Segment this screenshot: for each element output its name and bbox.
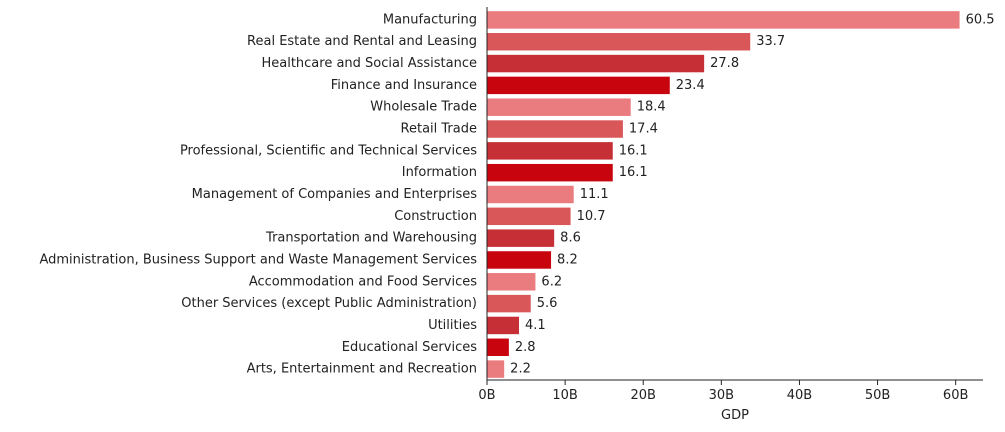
value-label: 18.4 [637, 100, 666, 115]
bar-7 [487, 142, 613, 160]
bar-9 [487, 185, 574, 204]
x-tick-label: 30B [709, 388, 734, 403]
category-label: Administration, Business Support and Was… [39, 252, 477, 267]
category-label: Educational Services [342, 340, 477, 355]
value-label: 16.1 [619, 143, 648, 158]
category-label: Other Services (except Public Administra… [181, 296, 477, 311]
bar-2 [487, 33, 751, 51]
bar-17 [487, 360, 505, 378]
category-label: Real Estate and Rental and Leasing [247, 34, 477, 49]
value-label: 11.1 [580, 187, 609, 202]
x-tick-label: 20B [630, 388, 655, 403]
x-ticks-group: 0B 10B 20B 30B 40B 50B 60B [478, 380, 968, 403]
bar-6 [487, 120, 623, 138]
value-label: 2.2 [510, 362, 531, 377]
x-tick-label: 60B [943, 388, 968, 403]
category-label: Transportation and Warehousing [265, 231, 477, 246]
value-label: 27.8 [710, 56, 739, 71]
bar-12 [487, 251, 552, 269]
bar-10 [487, 207, 571, 226]
bar-11 [487, 229, 555, 247]
x-axis-title: GDP [721, 408, 749, 423]
bar-3 [487, 54, 705, 73]
x-tick-label: 10B [552, 388, 577, 403]
category-label: Healthcare and Social Assistance [261, 56, 477, 71]
category-label: Wholesale Trade [370, 100, 477, 115]
category-label: Finance and Insurance [331, 78, 477, 93]
bar-8 [487, 163, 613, 182]
value-label: 8.6 [560, 231, 581, 246]
x-tick-label: 40B [787, 388, 812, 403]
value-label: 23.4 [676, 78, 705, 93]
value-label: 5.6 [537, 296, 558, 311]
value-label: 16.1 [619, 165, 648, 180]
category-label: Construction [394, 209, 477, 224]
bar-15 [487, 316, 520, 335]
value-label: 10.7 [577, 209, 606, 224]
x-tick-label: 50B [865, 388, 890, 403]
bar-4 [487, 76, 670, 95]
value-label: 2.8 [515, 340, 536, 355]
bar-1 [487, 11, 960, 29]
category-labels-group: Manufacturing Real Estate and Rental and … [39, 12, 477, 376]
x-tick-label: 0B [478, 388, 495, 403]
value-labels-group: 60.5 33.7 27.8 23.4 18.4 17.4 16.1 16.1 11.1 10.7… [510, 12, 994, 376]
value-label: 8.2 [557, 252, 578, 267]
category-label: Management of Companies and Enterprises [192, 187, 478, 202]
value-label: 6.2 [541, 274, 562, 289]
value-label: 17.4 [629, 122, 658, 137]
bar-13 [487, 273, 536, 291]
bar-5 [487, 98, 631, 116]
bars-group [487, 11, 960, 378]
value-label: 33.7 [756, 34, 785, 49]
category-label: Accommodation and Food Services [249, 274, 477, 289]
bar-16 [487, 338, 509, 356]
category-label: Manufacturing [383, 12, 477, 27]
category-label: Professional, Scientific and Technical S… [180, 143, 477, 158]
category-label: Utilities [428, 318, 477, 333]
category-label: Information [402, 165, 477, 180]
category-label: Arts, Entertainment and Recreation [247, 362, 477, 377]
bar-14 [487, 294, 531, 313]
category-label: Retail Trade [401, 122, 477, 137]
value-label: 60.5 [966, 12, 995, 27]
value-label: 4.1 [525, 318, 546, 333]
